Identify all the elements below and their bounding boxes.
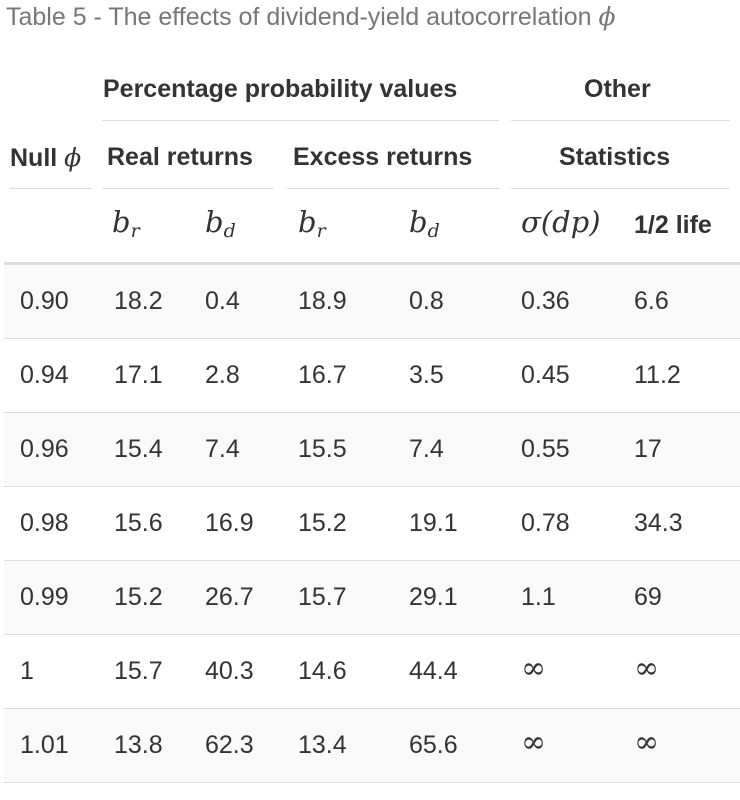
row-separator — [4, 560, 740, 561]
table-row: 1 15.7 40.3 14.6 44.4 ∞ ∞ — [4, 635, 740, 709]
table-row: 0.99 15.2 26.7 15.7 29.1 1.1 69 — [4, 561, 740, 635]
cell-half-life: 69 — [634, 583, 662, 611]
cell-excess-bd: 3.5 — [409, 361, 444, 389]
cell-excess-br: 18.9 — [298, 287, 347, 315]
caption-phi-symbol: ϕ — [598, 2, 616, 31]
cell-null-phi: 0.96 — [20, 435, 69, 463]
header-half-life: 1/2 life — [634, 211, 712, 239]
header-excess-br: br — [298, 205, 326, 242]
header-separator — [4, 262, 740, 265]
header-sigma-dp: σ(dp) — [521, 205, 601, 239]
br-sub: r — [316, 220, 326, 242]
cell-sigma-dp: 1.1 — [521, 583, 556, 611]
cell-real-br: 18.2 — [114, 287, 163, 315]
cell-excess-br: 13.4 — [298, 731, 347, 759]
row-separator — [4, 782, 740, 783]
cell-real-br: 15.7 — [114, 657, 163, 685]
cell-excess-br: 15.2 — [298, 509, 347, 537]
header-excess-returns: Excess returns — [293, 143, 473, 171]
cell-null-phi: 1.01 — [20, 731, 69, 759]
table-row: 0.96 15.4 7.4 15.5 7.4 0.55 17 — [4, 413, 740, 487]
bd-base: b — [205, 205, 224, 239]
cell-half-life: ∞ — [634, 651, 659, 686]
cell-half-life: 6.6 — [634, 287, 669, 315]
cell-excess-bd: 44.4 — [409, 657, 458, 685]
cell-half-life: 34.3 — [634, 509, 683, 537]
cell-null-phi: 0.98 — [20, 509, 69, 537]
bd-sub: d — [427, 220, 440, 242]
header-real-bd: bd — [205, 205, 236, 242]
underline-percentage-probability — [102, 120, 499, 121]
cell-half-life: 11.2 — [634, 361, 681, 389]
table-caption: Table 5 - The effects of dividend-yield … — [6, 2, 616, 32]
cell-real-br: 15.4 — [114, 435, 163, 463]
header-null-phi: Null ϕ — [10, 143, 81, 173]
header-percentage-probability: Percentage probability values — [103, 75, 458, 103]
header-excess-bd: bd — [409, 205, 440, 242]
br-base: b — [112, 205, 131, 239]
br-sub: r — [130, 220, 140, 242]
cell-real-bd: 7.4 — [205, 435, 240, 463]
header-statistics: Statistics — [559, 143, 671, 171]
null-phi-symbol: ϕ — [64, 143, 82, 172]
cell-null-phi: 1 — [20, 657, 34, 685]
header-real-returns: Real returns — [107, 143, 253, 171]
underline-null-phi — [10, 188, 91, 189]
cell-half-life: ∞ — [634, 725, 659, 760]
header-real-br: br — [112, 205, 140, 242]
cell-null-phi: 0.90 — [20, 287, 69, 315]
underline-other — [511, 120, 730, 121]
cell-excess-bd: 65.6 — [409, 731, 458, 759]
row-separator — [4, 338, 740, 339]
row-separator — [4, 634, 740, 635]
cell-real-bd: 26.7 — [205, 583, 254, 611]
underline-statistics — [511, 188, 730, 189]
cell-excess-bd: 0.8 — [409, 287, 444, 315]
cell-null-phi: 0.99 — [20, 583, 69, 611]
cell-sigma-dp: 0.78 — [521, 509, 570, 537]
cell-excess-bd: 29.1 — [409, 583, 458, 611]
row-separator — [4, 708, 740, 709]
underline-real-returns — [102, 188, 274, 189]
cell-sigma-dp: 0.55 — [521, 435, 570, 463]
bd-base: b — [409, 205, 428, 239]
cell-real-bd: 62.3 — [205, 731, 254, 759]
cell-real-br: 17.1 — [114, 361, 163, 389]
cell-sigma-dp: ∞ — [521, 725, 546, 760]
cell-excess-br: 15.5 — [298, 435, 347, 463]
underline-excess-returns — [287, 188, 499, 189]
cell-excess-bd: 19.1 — [409, 509, 458, 537]
row-separator — [4, 412, 740, 413]
cell-sigma-dp: 0.45 — [521, 361, 570, 389]
bd-sub: d — [223, 220, 236, 242]
cell-null-phi: 0.94 — [20, 361, 69, 389]
table-row: 0.94 17.1 2.8 16.7 3.5 0.45 11.2 — [4, 339, 740, 413]
cell-real-bd: 40.3 — [205, 657, 254, 685]
cell-real-br: 15.2 — [114, 583, 163, 611]
cell-excess-br: 15.7 — [298, 583, 347, 611]
table-row: 1.01 13.8 62.3 13.4 65.6 ∞ ∞ — [4, 709, 740, 783]
row-separator — [4, 486, 740, 487]
cell-excess-br: 14.6 — [298, 657, 347, 685]
cell-half-life: 17 — [634, 435, 662, 463]
br-base: b — [298, 205, 317, 239]
table-row: 0.98 15.6 16.9 15.2 19.1 0.78 34.3 — [4, 487, 740, 561]
caption-text: Table 5 - The effects of dividend-yield … — [6, 3, 592, 31]
cell-sigma-dp: ∞ — [521, 651, 546, 686]
cell-excess-br: 16.7 — [298, 361, 347, 389]
null-label: Null — [10, 144, 58, 172]
cell-real-bd: 16.9 — [205, 509, 254, 537]
cell-excess-bd: 7.4 — [409, 435, 444, 463]
header-other: Other — [584, 75, 651, 103]
cell-real-bd: 0.4 — [205, 287, 240, 315]
cell-sigma-dp: 0.36 — [521, 287, 570, 315]
cell-real-bd: 2.8 — [205, 361, 240, 389]
cell-real-br: 13.8 — [114, 731, 163, 759]
table-row: 0.90 18.2 0.4 18.9 0.8 0.36 6.6 — [4, 265, 740, 339]
cell-real-br: 15.6 — [114, 509, 163, 537]
